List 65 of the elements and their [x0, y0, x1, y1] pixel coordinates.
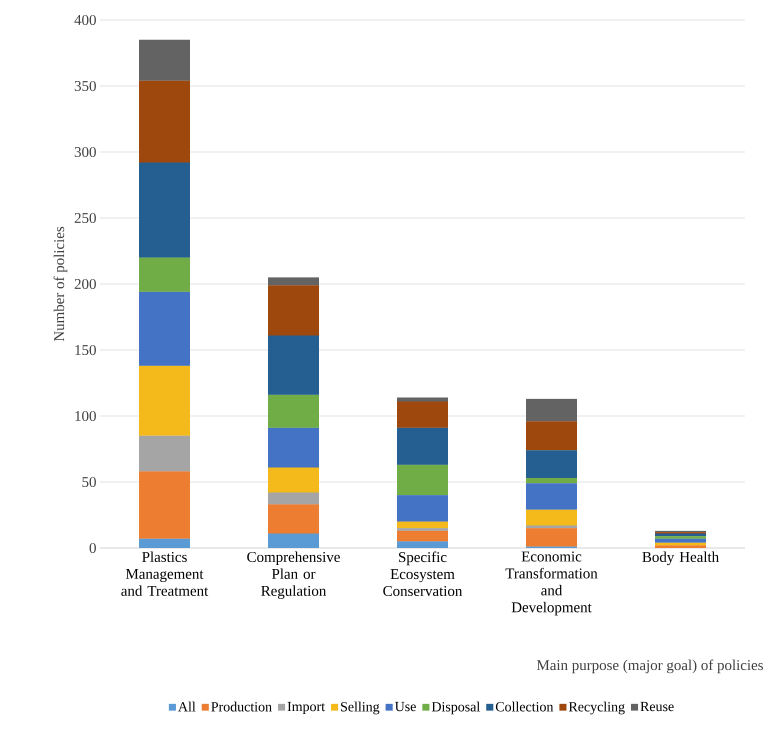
bar [139, 80, 190, 163]
legend-label: Collection [496, 702, 554, 712]
x-tick-label: Specific Ecosystem Conservation [383, 552, 462, 596]
bar [655, 533, 706, 536]
bar [655, 536, 706, 539]
bar [397, 464, 448, 496]
y-tick-label: 300 [74, 146, 96, 158]
x-tick-label: Plastics Management and Treatment [121, 552, 208, 596]
bar [268, 467, 320, 493]
bar [268, 504, 320, 534]
x-axis-title: Main purpose (major goal) of policies [536, 660, 763, 674]
y-tick-label: 250 [74, 212, 96, 224]
bar [397, 528, 448, 531]
x-tick-label: Body Health [642, 552, 719, 566]
y-tick-label: 400 [74, 14, 96, 26]
legend-label: Use [394, 702, 416, 712]
bar [526, 398, 578, 422]
legend-label: Disposal [432, 702, 480, 714]
bar [268, 492, 320, 504]
y-tick-label: 100 [75, 410, 96, 422]
bar [397, 530, 448, 542]
bar [655, 545, 706, 548]
bar [655, 542, 706, 546]
bar [139, 162, 190, 258]
bar [397, 495, 448, 522]
bar [526, 528, 578, 547]
bar [526, 510, 578, 526]
legend-label: Production [211, 702, 272, 712]
bar [397, 398, 448, 402]
bar [139, 258, 190, 292]
bar [139, 40, 190, 81]
bar [397, 401, 448, 428]
bar [526, 450, 578, 478]
bar [139, 471, 190, 539]
y-tick-label: 150 [75, 344, 96, 356]
bar [268, 277, 320, 286]
bar [526, 478, 578, 484]
bar [268, 428, 320, 468]
y-tick-label: 0 [90, 542, 96, 554]
y-axis-title: Number of policies [54, 226, 68, 342]
legend-label: Recycling [568, 702, 625, 714]
bar [139, 366, 190, 436]
bar [268, 533, 320, 548]
bar [139, 436, 190, 472]
legend-label: All [178, 702, 196, 712]
x-tick-label: Economic Transformation and Development [506, 552, 598, 616]
bar [655, 538, 706, 543]
legend-label: Reuse [640, 702, 674, 712]
legend-label: Import [288, 702, 325, 714]
y-tick-label: 50 [82, 476, 96, 488]
bar [268, 394, 320, 428]
bar [397, 522, 448, 528]
legend-label: Selling [341, 702, 380, 714]
bar [526, 526, 578, 528]
bar [526, 421, 578, 450]
bar [268, 285, 320, 336]
bar [397, 541, 448, 548]
bar [139, 292, 190, 366]
bar [139, 538, 190, 548]
bar [397, 428, 448, 465]
x-tick-label: Comprehensive Plan or Regulation [247, 552, 340, 599]
bar [268, 335, 320, 395]
y-tick-label: 200 [74, 278, 96, 290]
y-tick-label: 350 [74, 80, 96, 92]
bar [526, 483, 578, 510]
